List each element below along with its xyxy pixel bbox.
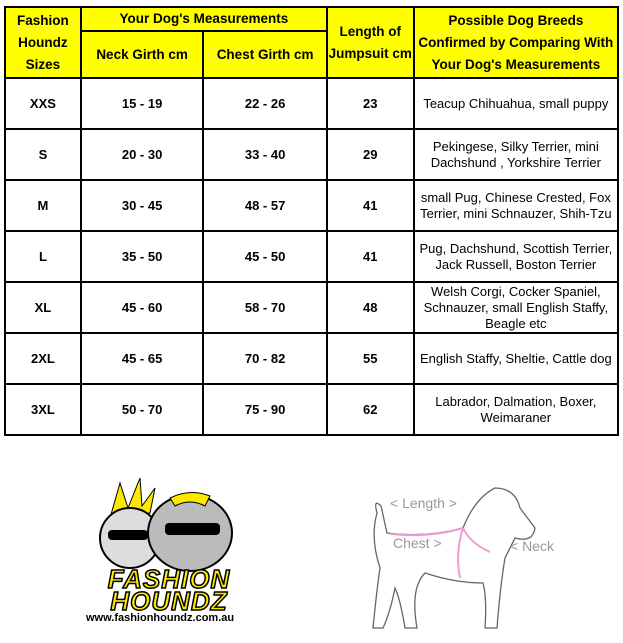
cell-chest: 70 - 82 — [202, 332, 328, 385]
table-row: S 20 - 30 33 - 40 29 Pekingese, Silky Terrie… — [4, 128, 620, 181]
cell-breeds: Pug, Dachshund, Scottish Terrier, Jack R… — [412, 230, 620, 283]
cell-chest: 48 - 57 — [202, 179, 328, 232]
header-measurements: Your Dog's Measurements — [79, 6, 328, 32]
brand-wordmark: FASHION HOUNDZ — [107, 564, 231, 616]
cell-length: 62 — [325, 383, 415, 436]
chest-label: Chest > — [393, 535, 442, 551]
website-url: www.fashionhoundz.com.au — [86, 612, 235, 624]
table-row: XXS 15 - 19 22 - 26 23 Teacup Chihuahua, sma… — [4, 77, 620, 130]
cell-breeds: Teacup Chihuahua, small puppy — [412, 77, 620, 130]
dog-measurement-diagram — [355, 478, 575, 638]
cell-size: 3XL — [4, 383, 82, 436]
header-chest: Chest Girth cm — [202, 30, 328, 79]
cell-size: XL — [4, 281, 82, 334]
cell-neck: 45 - 65 — [79, 332, 205, 385]
table-row: L 35 - 50 45 - 50 41 Pug, Dachshund, Scottis… — [4, 230, 620, 283]
cell-neck: 20 - 30 — [79, 128, 205, 181]
cell-chest: 22 - 26 — [202, 77, 328, 130]
header-neck: Neck Girth cm — [79, 30, 205, 79]
cell-length: 41 — [325, 179, 415, 232]
cell-chest: 33 - 40 — [202, 128, 328, 181]
cell-length: 29 — [325, 128, 415, 181]
cell-size: M — [4, 179, 82, 232]
cell-length: 55 — [325, 332, 415, 385]
size-chart-table: Fashion Houndz Sizes Your Dog's Measurem… — [4, 6, 620, 436]
table-row: M 30 - 45 48 - 57 41 small Pug, Chinese Cres… — [4, 179, 620, 232]
fashion-houndz-logo — [70, 477, 260, 638]
cell-size: XXS — [4, 77, 82, 130]
cell-length: 41 — [325, 230, 415, 283]
cell-chest: 58 - 70 — [202, 281, 328, 334]
table-row: XL 45 - 60 58 - 70 48 Welsh Corgi, Cocker Sp… — [4, 281, 620, 334]
cell-chest: 75 - 90 — [202, 383, 328, 436]
cell-length: 23 — [325, 77, 415, 130]
header-length: Length of Jumpsuit cm — [325, 6, 415, 79]
cell-size: S — [4, 128, 82, 181]
table-row: 3XL 50 - 70 75 - 90 62 Labrador, Dalmation, … — [4, 383, 620, 436]
cell-breeds: small Pug, Chinese Crested, Fox Terrier,… — [412, 179, 620, 232]
cell-size: L — [4, 230, 82, 283]
cell-chest: 45 - 50 — [202, 230, 328, 283]
header-breeds: Possible Dog Breeds Confirmed by Compari… — [412, 6, 620, 79]
cell-length: 48 — [325, 281, 415, 334]
cell-neck: 30 - 45 — [79, 179, 205, 232]
table-row: 2XL 45 - 65 70 - 82 55 English Staffy, Shelt… — [4, 332, 620, 385]
header-sizes: Fashion Houndz Sizes — [4, 6, 82, 79]
cell-breeds: Pekingese, Silky Terrier, mini Dachshund… — [412, 128, 620, 181]
length-label: < Length > — [390, 495, 457, 511]
cell-breeds: Welsh Corgi, Cocker Spaniel, Schnauzer, … — [412, 281, 620, 334]
cell-neck: 45 - 60 — [79, 281, 205, 334]
cell-neck: 35 - 50 — [79, 230, 205, 283]
cell-breeds: Labrador, Dalmation, Boxer, Weimaraner — [412, 383, 620, 436]
neck-label: < Neck — [510, 538, 554, 554]
cell-neck: 50 - 70 — [79, 383, 205, 436]
cell-neck: 15 - 19 — [79, 77, 205, 130]
cell-breeds: English Staffy, Sheltie, Cattle dog — [412, 332, 620, 385]
cell-size: 2XL — [4, 332, 82, 385]
